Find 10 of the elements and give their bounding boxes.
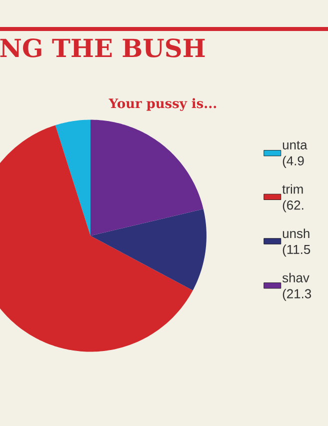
data-label: (62. — [282, 200, 304, 212]
legend-label: shav — [282, 272, 310, 282]
data-label: (4.9 — [282, 156, 304, 168]
data-label: (21.3 — [282, 288, 312, 301]
legend-label: trim — [282, 184, 303, 194]
legend-label: unsh — [282, 228, 310, 238]
chart-subtitle: Your pussy is... — [108, 98, 216, 111]
legend-label: unta — [282, 140, 308, 150]
data-label: (11.5 — [282, 244, 310, 257]
chart-title: NG THE BUSH — [0, 38, 205, 58]
